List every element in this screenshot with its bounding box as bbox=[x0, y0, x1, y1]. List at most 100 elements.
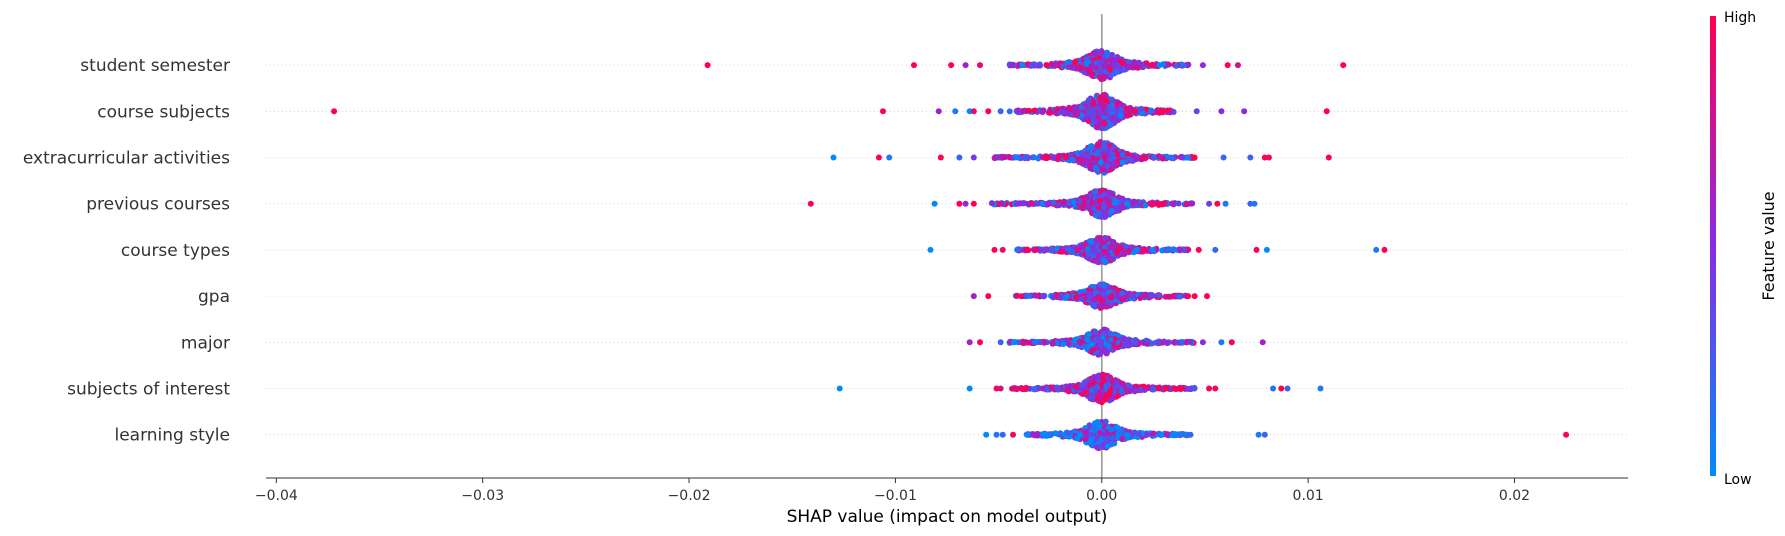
shap-dot bbox=[1183, 201, 1190, 208]
shap-dot bbox=[997, 385, 1004, 392]
x-axis-title: SHAP value (impact on model output) bbox=[787, 507, 1108, 527]
shap-dot bbox=[1109, 102, 1116, 109]
shap-dot bbox=[1065, 388, 1072, 395]
shap-dot bbox=[1103, 97, 1110, 104]
shap-dot bbox=[1168, 155, 1175, 162]
shap-dot bbox=[966, 108, 973, 115]
feature-label: student semester bbox=[80, 56, 230, 76]
shap-dot bbox=[1010, 339, 1017, 346]
shap-dot bbox=[1035, 62, 1042, 69]
shap-dot bbox=[1067, 382, 1074, 389]
shap-dot bbox=[1092, 384, 1099, 391]
shap-dot bbox=[1074, 246, 1081, 253]
shap-dot bbox=[1212, 246, 1219, 253]
shap-dot bbox=[1173, 432, 1180, 439]
shap-dot bbox=[1212, 385, 1219, 392]
shap-dot bbox=[1170, 201, 1177, 208]
shap-dot bbox=[1149, 246, 1156, 253]
shap-dot bbox=[1218, 339, 1225, 346]
shap-dot bbox=[1049, 340, 1056, 347]
shap-dot bbox=[1108, 292, 1115, 299]
shap-dot bbox=[1102, 258, 1109, 265]
shap-dot bbox=[1199, 62, 1206, 69]
shap-dot bbox=[952, 108, 959, 115]
shap-dot bbox=[1111, 63, 1118, 70]
shap-dot bbox=[1105, 107, 1112, 114]
shap-dot bbox=[1085, 67, 1092, 74]
shap-dot bbox=[1220, 154, 1227, 161]
shap-dot bbox=[1018, 293, 1025, 300]
shap-dot bbox=[1135, 64, 1142, 71]
shap-dot bbox=[1228, 339, 1235, 346]
shap-dot bbox=[1127, 64, 1134, 71]
colorbar: High Low Feature value bbox=[1710, 10, 1778, 488]
shap-dot bbox=[1005, 153, 1012, 160]
shap-dot bbox=[1259, 339, 1266, 346]
shap-dot bbox=[1097, 281, 1104, 288]
shap-dot bbox=[1138, 105, 1145, 112]
shap-dot bbox=[1066, 199, 1073, 206]
shap-dot bbox=[1085, 99, 1092, 106]
shap-dot bbox=[1206, 385, 1213, 392]
shap-dot bbox=[1104, 251, 1111, 258]
shap-dot bbox=[1325, 154, 1332, 161]
shap-dot bbox=[962, 62, 969, 69]
shap-dot bbox=[1111, 56, 1118, 63]
shap-dot bbox=[807, 200, 814, 207]
shap-dot bbox=[1124, 112, 1131, 119]
shap-dot bbox=[1086, 331, 1093, 338]
shap-dot bbox=[1018, 385, 1025, 392]
shap-dot bbox=[1074, 111, 1081, 118]
shap-dot bbox=[1174, 339, 1181, 346]
x-tick-label: 0.01 bbox=[1293, 488, 1324, 504]
shap-dot bbox=[1178, 153, 1185, 160]
shap-dot bbox=[1160, 61, 1167, 68]
shap-dot bbox=[1072, 58, 1079, 65]
shap-dot bbox=[1065, 246, 1072, 253]
shap-dot bbox=[1137, 386, 1144, 393]
shap-dot bbox=[1019, 62, 1026, 69]
shap-dot bbox=[1373, 246, 1380, 253]
shap-dot bbox=[1106, 388, 1113, 395]
shap-dot bbox=[1218, 108, 1225, 115]
shap-dot bbox=[1284, 385, 1291, 392]
shap-dot bbox=[1039, 385, 1046, 392]
shap-dot bbox=[875, 154, 882, 161]
shap-dot bbox=[1080, 152, 1087, 159]
shap-dot bbox=[704, 62, 711, 69]
shap-dot bbox=[1024, 200, 1031, 207]
shap-dot bbox=[1101, 120, 1108, 127]
x-tick-label: 0.02 bbox=[1499, 488, 1530, 504]
shap-dot bbox=[1107, 66, 1114, 73]
shap-dot bbox=[1053, 110, 1060, 117]
shap-dot bbox=[1097, 197, 1104, 204]
shap-dot bbox=[1263, 246, 1270, 253]
shap-dot bbox=[1131, 387, 1138, 394]
shap-dot bbox=[1097, 159, 1104, 166]
shap-dot bbox=[1093, 64, 1100, 71]
colorbar-low-label: Low bbox=[1724, 472, 1752, 488]
x-tick-label: −0.04 bbox=[255, 488, 298, 504]
shap-dot bbox=[1030, 431, 1037, 438]
colorbar-title: Feature value bbox=[1759, 191, 1778, 300]
shap-dot bbox=[1265, 154, 1272, 161]
shap-dot bbox=[1073, 65, 1080, 72]
feature-label: subjects of interest bbox=[67, 380, 230, 400]
shap-dot bbox=[1261, 431, 1268, 438]
shap-dot bbox=[1119, 159, 1126, 166]
shap-dot bbox=[1093, 237, 1100, 244]
shap-dot bbox=[1125, 342, 1132, 349]
shap-dot bbox=[1054, 386, 1061, 393]
shap-dot bbox=[1146, 200, 1153, 207]
shap-dot bbox=[1142, 292, 1149, 299]
feature-labels: student semester course subjects extracurr… bbox=[23, 56, 230, 446]
shap-dot bbox=[1132, 337, 1139, 344]
shap-dot bbox=[1081, 201, 1088, 208]
shap-dot bbox=[1100, 204, 1107, 211]
shap-dot bbox=[1104, 197, 1111, 204]
shap-dots bbox=[331, 48, 1570, 452]
shap-dot bbox=[1105, 342, 1112, 349]
shap-dot bbox=[1170, 108, 1177, 115]
x-tick-label: 0.00 bbox=[1086, 488, 1117, 504]
shap-dot bbox=[1185, 293, 1192, 300]
